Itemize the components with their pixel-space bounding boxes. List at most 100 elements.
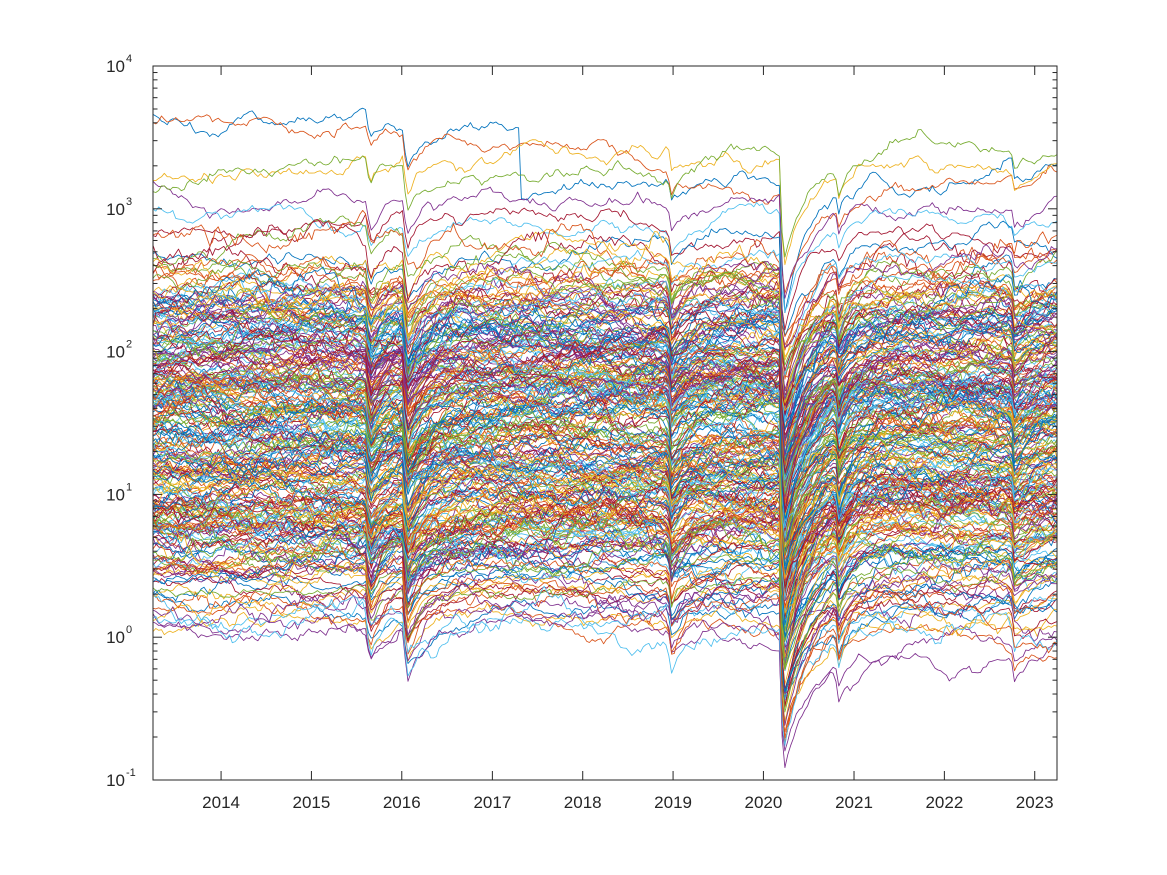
x-tick-label: 2019 — [654, 793, 692, 812]
series-line — [153, 352, 1057, 531]
series-line — [153, 249, 1057, 376]
series-line — [153, 389, 1057, 539]
series-line — [153, 444, 1057, 601]
series-line — [153, 559, 1057, 708]
series-line — [153, 114, 1057, 294]
series-line — [153, 557, 1057, 648]
y-tick-exponent: 2 — [126, 339, 132, 351]
series-line — [153, 266, 1057, 430]
series-line — [153, 461, 1057, 609]
y-tick-label: 10 — [106, 57, 125, 76]
series-line — [153, 323, 1057, 447]
y-tick-label: 10 — [106, 628, 125, 647]
series-line — [153, 531, 1057, 685]
x-tick-label: 2022 — [925, 793, 963, 812]
series-line — [153, 494, 1057, 579]
series-line — [153, 419, 1057, 560]
series-line — [153, 302, 1057, 472]
series-line — [153, 593, 1057, 701]
series-line — [153, 404, 1057, 526]
series-line — [153, 336, 1057, 501]
series-line — [153, 555, 1057, 693]
series-line — [153, 260, 1057, 404]
x-tick-label: 2023 — [1016, 793, 1054, 812]
series-line — [153, 549, 1057, 713]
series-line — [153, 239, 1057, 346]
series-line — [153, 294, 1057, 400]
series-line — [153, 274, 1057, 399]
series-line — [153, 563, 1057, 707]
y-tick-label: 10 — [106, 485, 125, 504]
series-line — [153, 568, 1057, 694]
series-line — [153, 366, 1057, 512]
series-line — [153, 218, 1057, 402]
series-line — [153, 398, 1057, 576]
series-line — [153, 384, 1057, 520]
series-line — [153, 459, 1057, 577]
series-line — [153, 601, 1057, 769]
series-line — [153, 369, 1057, 507]
series-line — [153, 209, 1057, 378]
series-line — [153, 237, 1057, 441]
series-line — [153, 559, 1057, 744]
series-line — [153, 295, 1057, 467]
y-tick-exponent: 3 — [126, 196, 132, 208]
series-line — [153, 341, 1057, 474]
x-tick-label: 2017 — [473, 793, 511, 812]
x-tick-label: 2014 — [202, 793, 240, 812]
series-line — [153, 572, 1057, 695]
series-line — [153, 413, 1057, 540]
series-line — [153, 585, 1057, 747]
series-line — [153, 291, 1057, 416]
plot-frame — [152, 65, 1058, 781]
series-line — [153, 443, 1057, 571]
series-line — [153, 482, 1057, 614]
series-line — [153, 180, 1057, 299]
series-line — [153, 484, 1057, 582]
x-tick-label: 2021 — [835, 793, 873, 812]
series-line — [153, 326, 1057, 461]
series-line — [153, 318, 1057, 481]
y-tick-exponent: 0 — [126, 624, 132, 636]
x-tick-label: 2016 — [383, 793, 421, 812]
series-line — [153, 339, 1057, 457]
series-line — [153, 422, 1057, 531]
series-line — [153, 398, 1057, 543]
series-line — [153, 590, 1057, 733]
series-line — [153, 378, 1057, 555]
y-tick-exponent: -1 — [126, 767, 136, 779]
series-line — [153, 398, 1057, 530]
series-line — [153, 308, 1057, 406]
y-tick-label: 10 — [106, 200, 125, 219]
series-line — [153, 539, 1057, 694]
series-line — [153, 107, 1057, 314]
series-line — [153, 558, 1057, 726]
series-line — [153, 310, 1057, 495]
series-line — [153, 398, 1057, 555]
series-line — [153, 246, 1057, 351]
series-layer — [153, 107, 1057, 769]
y-tick-exponent: 1 — [126, 481, 132, 493]
series-line — [153, 430, 1057, 556]
x-tick-label: 2020 — [745, 793, 783, 812]
series-line — [153, 472, 1057, 589]
series-line — [153, 259, 1057, 338]
series-line — [153, 357, 1057, 466]
series-line — [153, 601, 1057, 721]
series-line — [153, 493, 1057, 666]
series-line — [153, 202, 1057, 312]
series-line — [153, 494, 1057, 642]
series-line — [153, 329, 1057, 424]
series-line — [153, 244, 1057, 348]
series-line — [153, 296, 1057, 455]
series-line — [153, 550, 1057, 671]
series-line — [153, 400, 1057, 553]
x-tick-label: 2015 — [293, 793, 331, 812]
series-line — [153, 542, 1057, 739]
series-line — [153, 282, 1057, 411]
series-line — [153, 520, 1057, 668]
series-line — [153, 281, 1057, 429]
series-line — [153, 464, 1057, 576]
